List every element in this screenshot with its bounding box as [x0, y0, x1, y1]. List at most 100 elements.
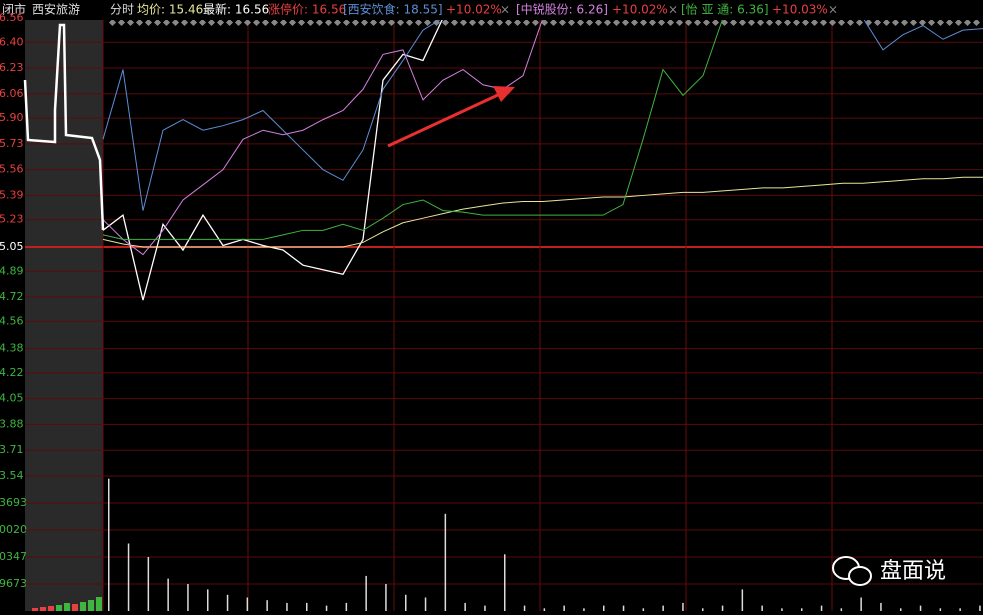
- volume-bar: [484, 605, 486, 611]
- wm-icon: [848, 566, 872, 586]
- volume-bar: [504, 554, 506, 611]
- limit-marker: [360, 18, 369, 27]
- limit-marker: [315, 18, 324, 27]
- y-tick-label: 4.22: [0, 366, 24, 379]
- volume-bar: [880, 602, 882, 611]
- limit-marker: [216, 18, 225, 27]
- limit-marker: [513, 18, 522, 27]
- compare-change: +10.03%: [772, 3, 828, 17]
- volume-bar: [543, 608, 546, 611]
- volume-bar: [682, 602, 684, 611]
- volume-bar: [801, 608, 803, 611]
- volume-bar: [919, 605, 922, 611]
- limit-marker: [900, 18, 909, 27]
- compare-change: +10.02%: [612, 3, 668, 17]
- limit-marker: [639, 18, 648, 27]
- auction-volume: [96, 597, 102, 611]
- volume-bar: [226, 594, 229, 611]
- limit-marker: [351, 18, 360, 27]
- compare-close[interactable]: ×: [668, 3, 678, 17]
- limit-marker: [693, 18, 702, 27]
- limit-marker: [954, 18, 963, 27]
- y-tick-label: 6.06: [0, 87, 24, 100]
- limit-marker: [711, 18, 720, 27]
- volume-bar: [622, 605, 625, 611]
- limit-marker: [909, 18, 918, 27]
- limit-marker: [774, 18, 783, 27]
- limit-marker: [504, 18, 513, 27]
- limit-marker: [675, 18, 684, 27]
- limit-marker: [684, 18, 693, 27]
- limit-marker: [891, 18, 900, 27]
- compare-name: [西安饮食: 18.55]: [343, 2, 443, 17]
- limit-marker: [702, 18, 711, 27]
- auction-volume: [32, 608, 38, 611]
- y-tick-label: 3.88: [0, 417, 24, 430]
- arrow: [387, 86, 515, 148]
- volume-label: 0020: [0, 523, 27, 536]
- y-tick-label: 6.40: [0, 35, 24, 48]
- limit-price: 涨停价: 16.56: [268, 2, 346, 17]
- limit-marker: [963, 18, 972, 27]
- volume-bar: [563, 605, 565, 611]
- volume-bar: [345, 602, 348, 611]
- limit-marker: [423, 18, 432, 27]
- volume-bar: [424, 597, 427, 611]
- volume-bar: [741, 589, 744, 611]
- limit-marker: [801, 18, 810, 27]
- y-tick-label: 3.71: [0, 443, 24, 456]
- limit-marker: [387, 18, 396, 27]
- limit-marker: [279, 18, 288, 27]
- limit-marker: [846, 18, 855, 27]
- compare-name: [中锐股份: 6.26]: [516, 2, 608, 17]
- volume-bar: [207, 589, 209, 611]
- limit-marker: [819, 18, 828, 27]
- limit-marker: [225, 18, 234, 27]
- status: 闭市: [2, 2, 26, 17]
- volume-bar: [959, 608, 961, 611]
- limit-marker: [324, 18, 333, 27]
- volume-bar: [702, 608, 704, 611]
- header-bg: [0, 0, 983, 20]
- last-price: 最新: 16.56: [203, 2, 269, 17]
- limit-marker: [162, 18, 171, 27]
- limit-marker: [396, 18, 405, 27]
- limit-marker: [333, 18, 342, 27]
- y-tick-label: 5.05: [0, 240, 24, 253]
- limit-marker: [405, 18, 414, 27]
- limit-marker: [495, 18, 504, 27]
- auction-volume: [56, 605, 62, 611]
- volume-bar: [820, 605, 823, 611]
- compare-close[interactable]: ×: [500, 3, 510, 17]
- limit-marker: [144, 18, 153, 27]
- volume-bar: [108, 478, 110, 611]
- limit-marker: [531, 18, 540, 27]
- y-tick-label: 4.38: [0, 342, 24, 355]
- limit-marker: [783, 18, 792, 27]
- auction-volume: [64, 603, 70, 611]
- limit-marker: [621, 18, 630, 27]
- arrow-shaft: [387, 92, 501, 148]
- limit-marker: [765, 18, 774, 27]
- compare-close[interactable]: ×: [828, 3, 838, 17]
- limit-marker: [585, 18, 594, 27]
- limit-marker: [261, 18, 270, 27]
- stock-name: 西安旅游: [32, 2, 80, 17]
- limit-marker: [270, 18, 279, 27]
- volume-bar: [900, 608, 902, 611]
- limit-marker: [972, 18, 981, 27]
- volume-bar: [840, 608, 843, 611]
- volume-bar: [662, 605, 664, 611]
- limit-marker: [180, 18, 189, 27]
- volume-label: 9673: [0, 577, 27, 590]
- limit-marker: [252, 18, 261, 27]
- limit-marker: [378, 18, 387, 27]
- y-tick-label: 5.23: [0, 213, 24, 226]
- limit-marker: [873, 18, 882, 27]
- limit-marker: [666, 18, 675, 27]
- limit-marker: [306, 18, 315, 27]
- auction-volume: [80, 602, 86, 611]
- limit-marker: [189, 18, 198, 27]
- limit-marker: [468, 18, 477, 27]
